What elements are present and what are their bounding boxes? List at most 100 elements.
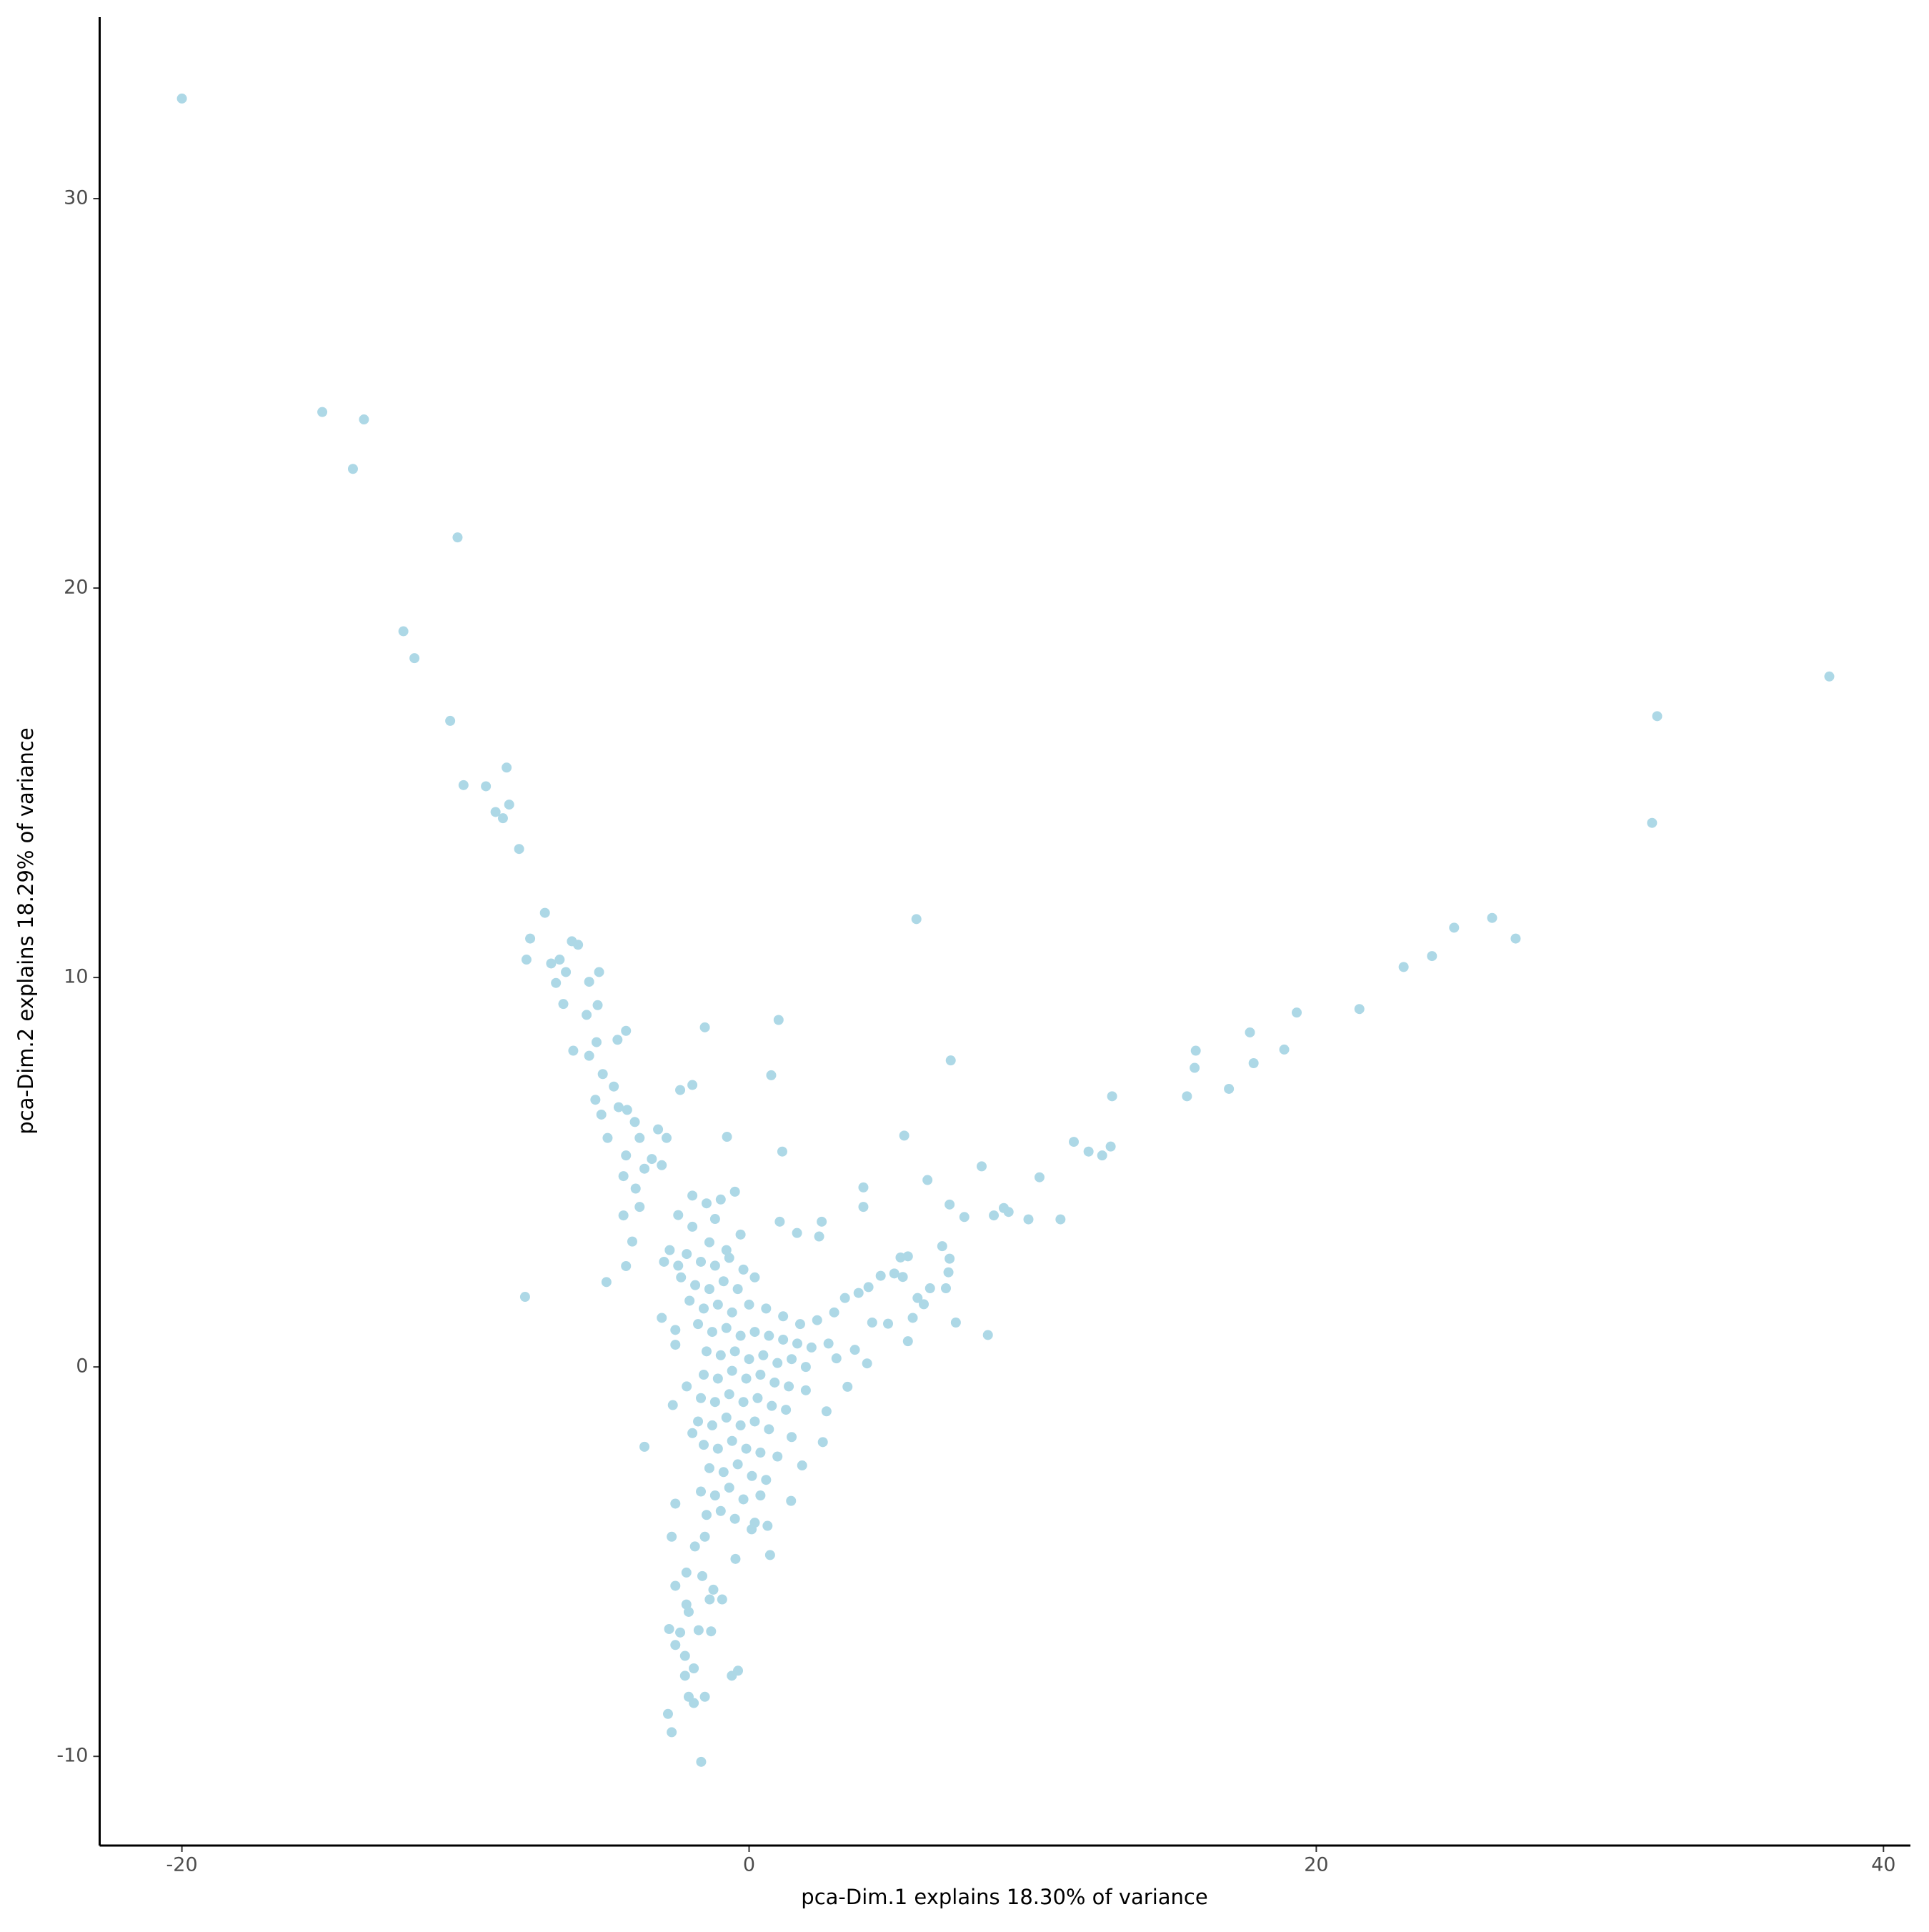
point — [634, 1132, 645, 1143]
point — [551, 977, 562, 988]
point — [696, 1486, 707, 1497]
point — [398, 626, 409, 637]
point — [902, 1336, 913, 1347]
point — [699, 1691, 710, 1702]
point — [774, 1216, 785, 1227]
point — [689, 1663, 699, 1674]
y-axis-title: pca-Dim.2 explains 18.29% of variance — [14, 727, 38, 1134]
x-tick-label: 40 — [1871, 1854, 1895, 1876]
point — [924, 1283, 935, 1294]
point — [590, 1095, 601, 1105]
point — [1248, 1057, 1259, 1068]
point — [696, 1393, 707, 1403]
point — [945, 1055, 956, 1066]
point — [863, 1282, 874, 1293]
point — [681, 1567, 692, 1578]
point — [662, 1708, 673, 1719]
point — [693, 1319, 704, 1330]
point — [755, 1448, 766, 1458]
point — [744, 1354, 754, 1365]
point — [797, 1460, 807, 1471]
point — [875, 1270, 886, 1281]
point — [687, 1428, 698, 1438]
point — [755, 1490, 766, 1501]
y-tick-label: -10 — [56, 1745, 88, 1767]
point — [764, 1330, 774, 1341]
point — [682, 1249, 692, 1260]
point — [907, 1313, 918, 1323]
point — [701, 1198, 712, 1209]
point — [749, 1272, 760, 1283]
point — [1245, 1027, 1255, 1037]
point — [347, 464, 358, 474]
point — [709, 1490, 720, 1501]
point — [618, 1171, 629, 1182]
point — [458, 780, 469, 790]
point — [781, 1405, 792, 1415]
point — [690, 1280, 701, 1290]
point — [727, 1307, 737, 1318]
point — [667, 1531, 677, 1542]
point — [497, 813, 508, 824]
y-tick-label: 10 — [64, 966, 88, 988]
point — [982, 1330, 993, 1340]
point — [670, 1340, 681, 1350]
point — [741, 1443, 752, 1454]
point — [712, 1443, 723, 1454]
point — [800, 1362, 811, 1373]
point — [767, 1400, 777, 1411]
point — [681, 1599, 692, 1610]
point — [749, 1327, 760, 1338]
point — [1427, 951, 1437, 962]
point — [657, 1313, 667, 1323]
point — [922, 1175, 933, 1185]
point — [445, 715, 456, 726]
point — [661, 1132, 672, 1143]
point — [687, 1080, 698, 1090]
point — [1182, 1091, 1192, 1102]
point — [1354, 1004, 1365, 1015]
point — [730, 1553, 741, 1564]
point — [1034, 1172, 1045, 1182]
point — [735, 1330, 746, 1341]
point — [584, 977, 594, 987]
point — [699, 1022, 710, 1032]
point — [727, 1365, 737, 1376]
point — [704, 1594, 715, 1605]
point — [831, 1353, 842, 1364]
point — [609, 1081, 619, 1092]
point — [899, 1130, 909, 1141]
point — [1023, 1214, 1034, 1225]
point — [895, 1252, 906, 1263]
point — [490, 807, 501, 817]
point — [639, 1163, 650, 1174]
point — [708, 1584, 719, 1595]
point — [704, 1463, 714, 1473]
point — [539, 907, 550, 918]
point — [591, 1037, 602, 1047]
point — [787, 1354, 797, 1365]
point — [409, 653, 420, 664]
point — [621, 1260, 632, 1271]
point — [937, 1241, 947, 1252]
point — [862, 1358, 872, 1369]
point — [715, 1505, 726, 1516]
point — [664, 1245, 675, 1255]
point — [670, 1325, 681, 1335]
point — [634, 1202, 645, 1213]
point — [687, 1221, 698, 1232]
point — [664, 1623, 674, 1634]
point — [940, 1283, 951, 1294]
point — [481, 781, 492, 792]
point — [729, 1513, 740, 1524]
point — [858, 1202, 869, 1213]
point — [704, 1284, 714, 1295]
point — [772, 1358, 783, 1368]
point — [889, 1268, 899, 1279]
point — [732, 1284, 743, 1295]
point — [853, 1288, 864, 1298]
point — [911, 914, 922, 925]
point — [919, 1299, 929, 1310]
point — [858, 1182, 869, 1192]
point — [698, 1370, 709, 1380]
